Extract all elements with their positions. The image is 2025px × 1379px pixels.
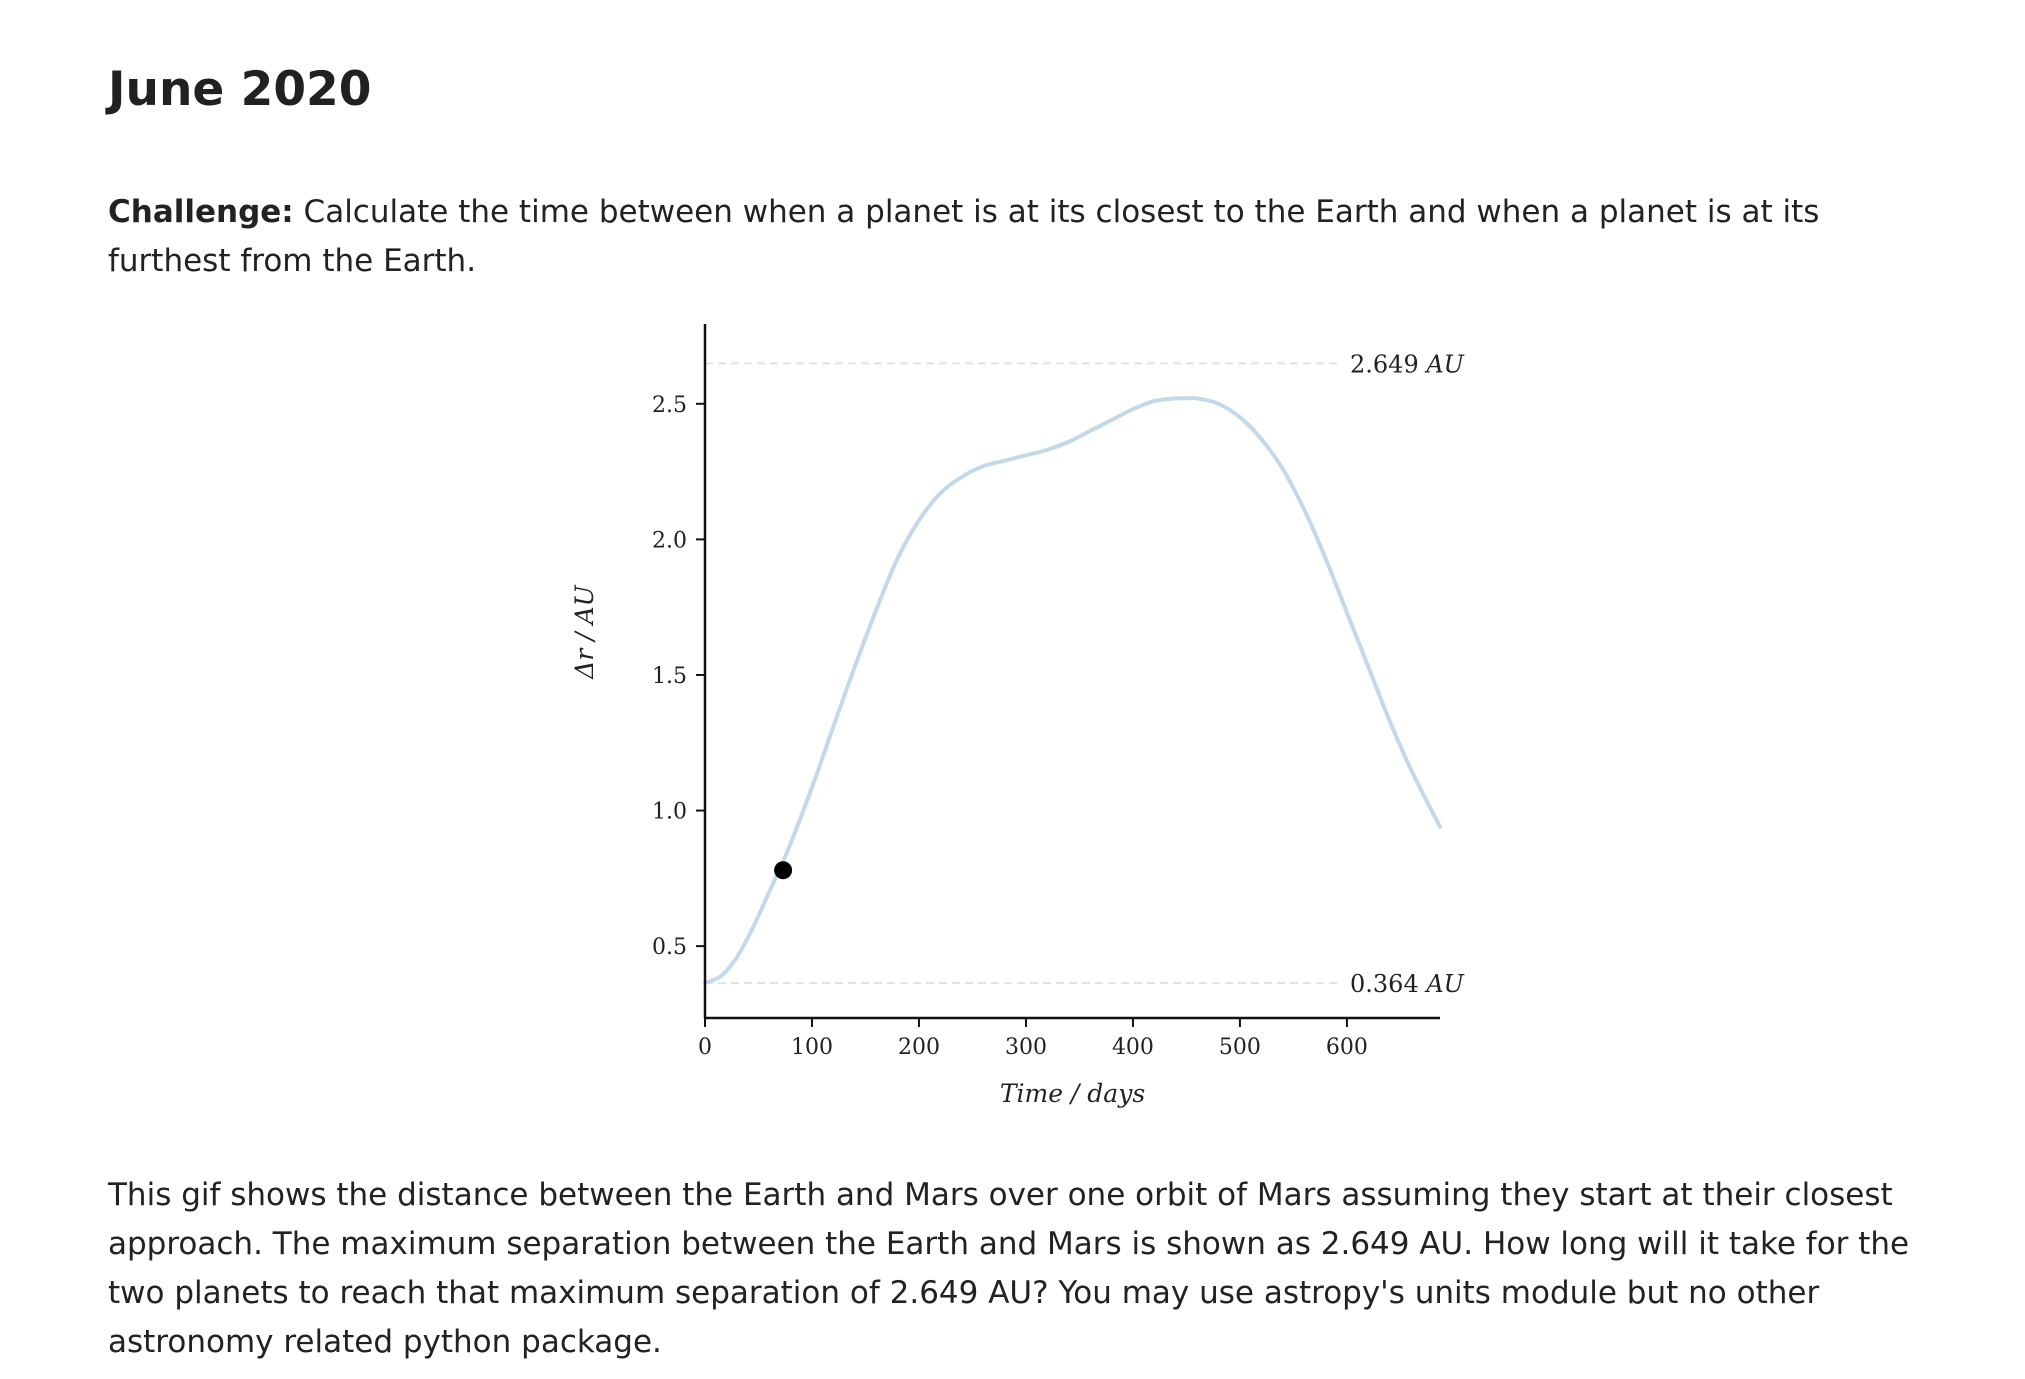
- challenge-text: Calculate the time between when a planet…: [108, 194, 1820, 279]
- x-tick-label-6: 600: [1326, 1035, 1368, 1060]
- x-tick-label-0: 0: [698, 1035, 712, 1060]
- y-tick-label-2: 1.5: [652, 664, 687, 689]
- distance-chart-svg: 2.649 AU 0.364 AU 0 100 200 300 400 500 600 0.5 1.…: [570, 324, 1465, 1108]
- challenge-paragraph: Challenge: Calculate the time between wh…: [108, 188, 1948, 286]
- x-tick-label-5: 500: [1219, 1035, 1261, 1060]
- y-axis-label: Δr / AU: [570, 584, 599, 679]
- reference-label-0: 2.649 AU: [1350, 350, 1465, 378]
- x-axis-label: Time / days: [1000, 1079, 1145, 1108]
- x-tick-label-4: 400: [1112, 1035, 1154, 1060]
- current-position-marker: [774, 861, 793, 880]
- y-tick-label-1: 1.0: [652, 800, 687, 825]
- y-tick-label-3: 2.0: [652, 528, 687, 553]
- reference-label-1: 0.364 AU: [1350, 970, 1465, 998]
- y-tick-label-0: 0.5: [652, 935, 687, 960]
- y-tick-label-4: 2.5: [652, 393, 687, 418]
- x-tick-label-1: 100: [791, 1035, 833, 1060]
- distance-chart: 2.649 AU 0.364 AU 0 100 200 300 400 500 600 0.5 1.…: [555, 318, 1515, 1138]
- series-line-0: [703, 395, 1442, 986]
- x-tick-label-3: 300: [1005, 1035, 1047, 1060]
- x-tick-label-2: 200: [898, 1035, 940, 1060]
- page-title: June 2020: [108, 62, 372, 117]
- challenge-label: Challenge:: [108, 194, 294, 230]
- description-paragraph: This gif shows the distance between the …: [108, 1177, 1910, 1360]
